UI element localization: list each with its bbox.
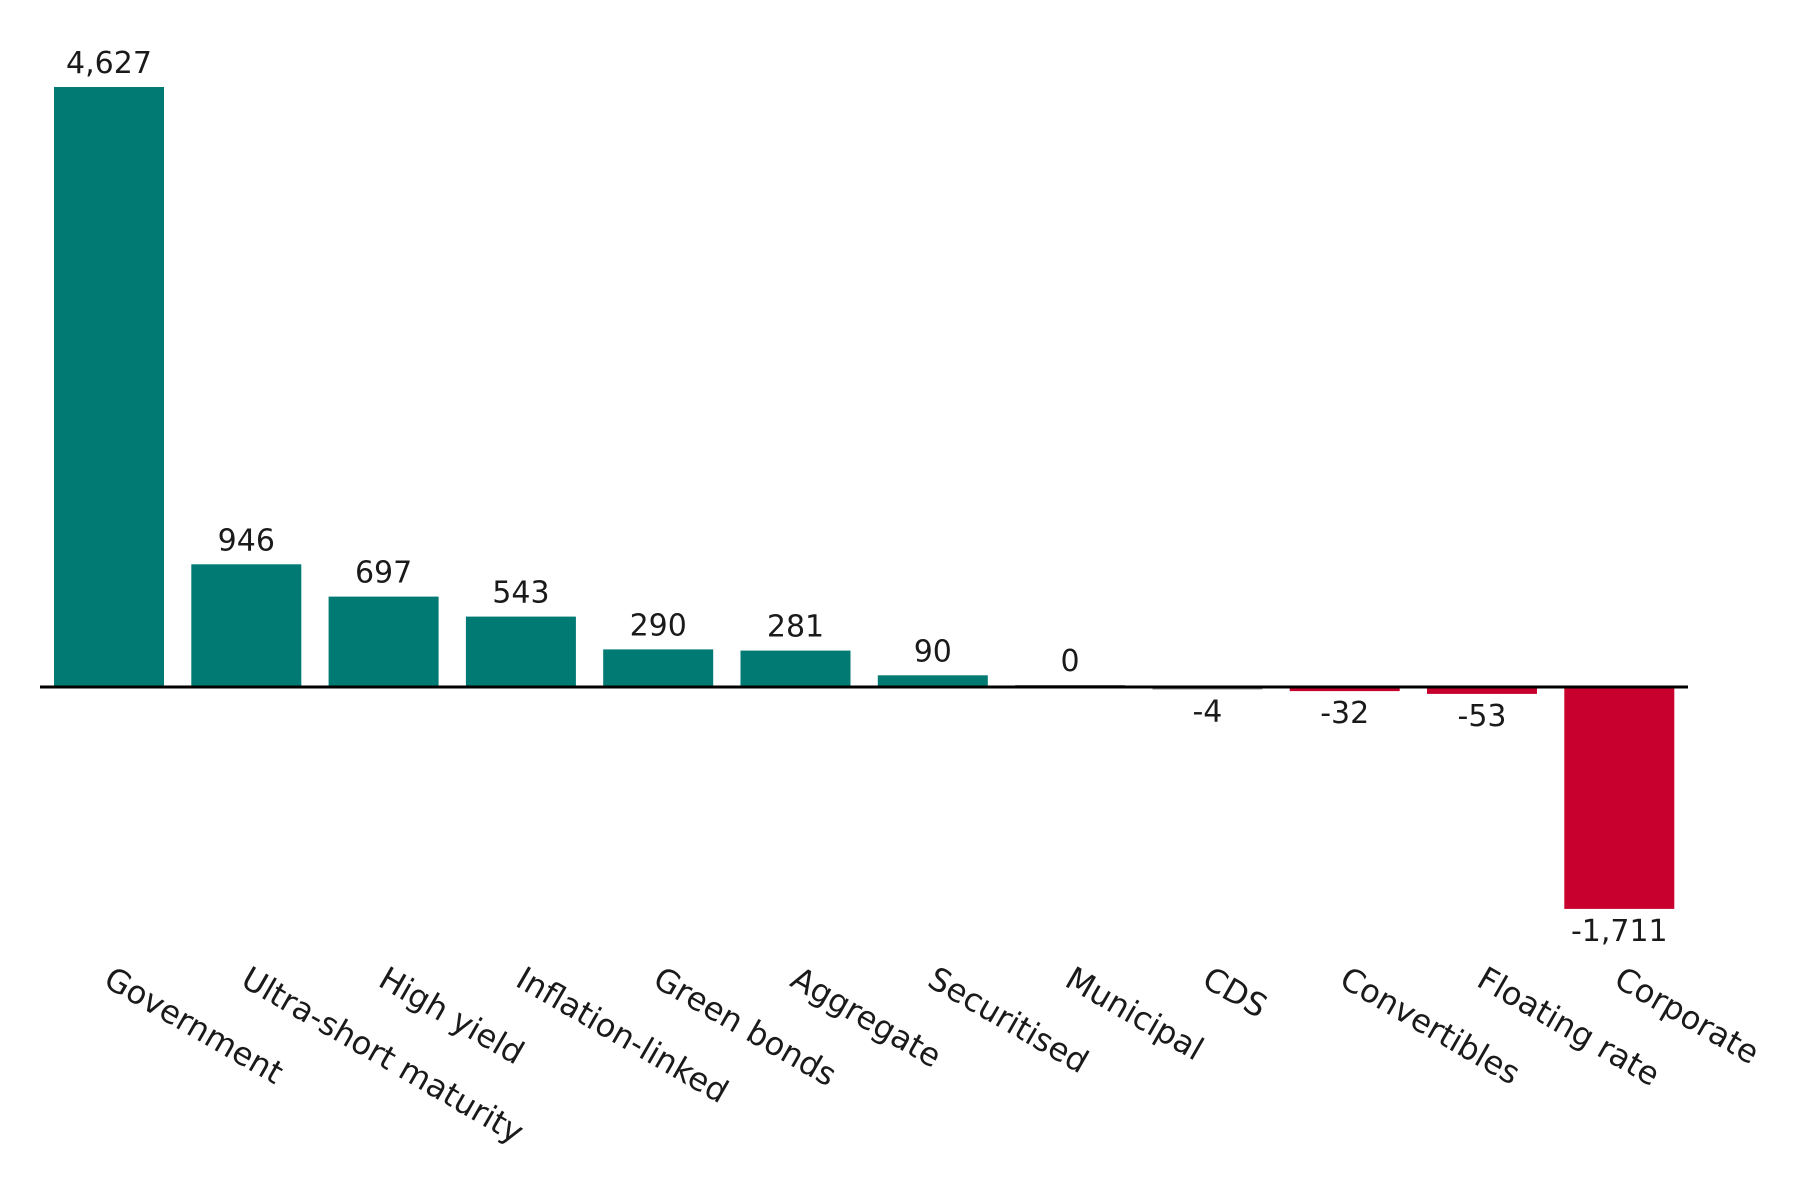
- bars-group: [54, 87, 1675, 909]
- value-label: 543: [492, 576, 549, 611]
- bar-green-bonds: [603, 649, 714, 687]
- bar-high-yield: [328, 596, 439, 687]
- value-label: 290: [630, 608, 687, 643]
- bar-inflation-linked: [465, 616, 576, 687]
- bar-government: [54, 87, 164, 687]
- value-labels-group: 4,627 946 697 543 290 281 90 0 -4 -32 -53 -1,711: [66, 46, 1668, 949]
- value-label: 4,627: [66, 46, 152, 81]
- value-label: 946: [218, 523, 275, 558]
- value-label: 281: [767, 610, 824, 645]
- category-label: CDS: [1196, 959, 1273, 1026]
- value-label: 90: [914, 634, 952, 669]
- bar-corporate: [1564, 687, 1675, 909]
- value-label: -32: [1320, 696, 1369, 731]
- bar-floating-rate: [1427, 687, 1537, 694]
- value-label: -53: [1458, 699, 1507, 734]
- value-label: -1,711: [1571, 914, 1668, 949]
- value-label: 0: [1061, 644, 1080, 679]
- bar-securitised: [877, 675, 988, 687]
- bar-ultra-short-maturity: [191, 564, 302, 687]
- value-label: -4: [1192, 695, 1222, 730]
- value-label: 697: [355, 556, 412, 591]
- bar-convertibles: [1289, 687, 1400, 692]
- bar-aggregate: [740, 650, 851, 687]
